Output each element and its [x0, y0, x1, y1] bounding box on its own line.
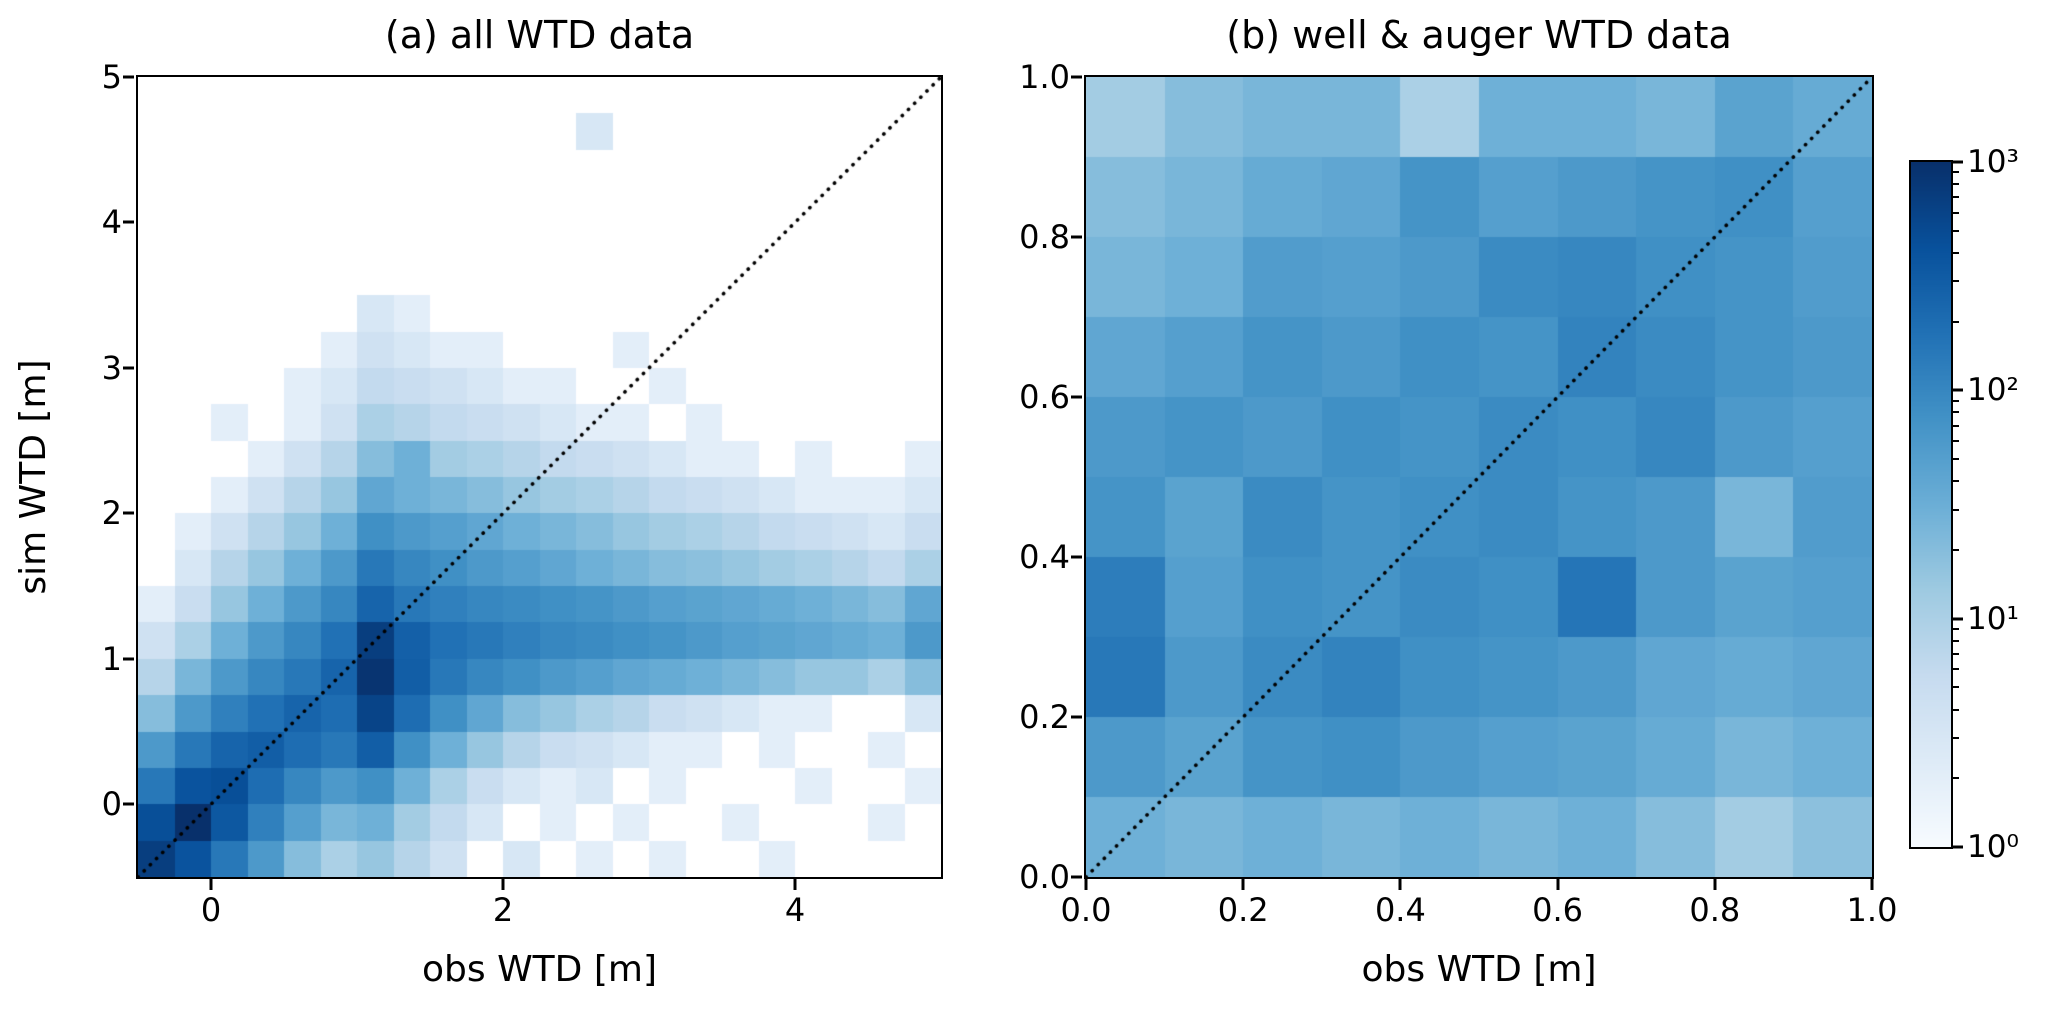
y-tick-mark — [123, 220, 134, 224]
y-tick-mark — [123, 657, 134, 661]
y-tick-label: 5 — [101, 58, 122, 96]
colorbar-minor-tick — [1953, 480, 1959, 483]
colorbar-major-tick — [1953, 617, 1963, 621]
x-tick-mark — [1398, 879, 1402, 890]
y-tick-label: 0.6 — [1019, 378, 1070, 416]
y-tick-label: 4 — [101, 203, 122, 242]
y-tick-label: 1 — [101, 639, 122, 678]
colorbar-minor-tick — [1953, 628, 1959, 631]
colorbar-tick-label: 10⁰ — [1967, 829, 2019, 865]
x-tick-mark — [793, 879, 797, 890]
colorbar-minor-tick — [1953, 708, 1959, 711]
colorbar-minor-tick — [1953, 424, 1959, 427]
y-tick-mark — [123, 75, 134, 79]
colorbar-minor-tick — [1953, 183, 1959, 186]
y-tick-mark — [123, 366, 134, 370]
colorbar-minor-tick — [1953, 229, 1959, 232]
y-tick-label: 0.2 — [1019, 698, 1070, 736]
y-tick-mark — [1071, 395, 1082, 399]
y-tick-label: 0.8 — [1019, 218, 1070, 256]
colorbar-tick-label: 10² — [1967, 372, 2019, 409]
x-tick-label: 2 — [492, 891, 514, 929]
x-tick-label: 0.8 — [1689, 891, 1741, 929]
colorbar-minor-tick — [1953, 411, 1959, 414]
y-tick-mark — [1071, 875, 1082, 879]
panel-a-xlabel: obs WTD [m] — [422, 949, 657, 990]
y-tick-mark — [1071, 235, 1082, 239]
x-tick-mark — [1870, 879, 1874, 890]
x-tick-label: 0.4 — [1374, 891, 1426, 929]
colorbar-minor-tick — [1953, 399, 1959, 402]
panel-b-xlabel: obs WTD [m] — [1361, 949, 1597, 990]
panel-a-plot: (a) all WTD data obs WTD [m] sim WTD [m]… — [13, 13, 943, 990]
colorbar-major-tick — [1953, 160, 1963, 164]
y-tick-label: 0.4 — [1019, 538, 1070, 576]
x-tick-label: 0.0 — [1060, 891, 1112, 929]
y-tick-label: 0 — [101, 785, 122, 824]
colorbar-tick-label: 10¹ — [1967, 600, 2019, 637]
colorbar-minor-tick — [1953, 653, 1959, 656]
y-tick-label: 1.0 — [1019, 58, 1070, 96]
x-tick-mark — [1241, 879, 1245, 890]
panel-b-plot: (b) well & auger WTD data obs WTD [m] 0.… — [1019, 13, 1897, 990]
y-tick-mark — [1071, 75, 1082, 79]
x-tick-mark — [209, 879, 213, 890]
panel-b-heatmap-canvas — [1086, 77, 1872, 877]
x-tick-label: 0 — [200, 891, 222, 929]
x-tick-mark — [1713, 879, 1717, 890]
colorbar-minor-tick — [1953, 439, 1959, 442]
x-tick-label: 1.0 — [1846, 891, 1898, 929]
colorbar-minor-tick — [1953, 639, 1959, 642]
panel-a-heatmap-canvas — [138, 77, 941, 877]
colorbar-minor-tick — [1953, 171, 1959, 174]
x-tick-mark — [1084, 879, 1088, 890]
colorbar-minor-tick — [1953, 196, 1959, 199]
colorbar-minor-tick — [1953, 280, 1959, 283]
panel-a-ylabel: sim WTD [m] — [13, 359, 54, 595]
panel-a-title: (a) all WTD data — [384, 13, 695, 57]
colorbar-minor-tick — [1953, 211, 1959, 214]
x-tick-label: 0.6 — [1532, 891, 1584, 929]
x-tick-mark — [501, 879, 505, 890]
y-tick-label: 2 — [101, 494, 122, 533]
colorbar-tick-label: 10³ — [1967, 144, 2019, 180]
y-tick-label: 3 — [101, 348, 122, 387]
colorbar-minor-tick — [1953, 251, 1959, 254]
colorbar-major-tick — [1953, 388, 1963, 392]
colorbar-minor-tick — [1953, 508, 1959, 511]
colorbar-minor-tick — [1953, 737, 1959, 740]
y-tick-mark — [123, 511, 134, 515]
y-tick-mark — [123, 802, 134, 806]
colorbar-minor-tick — [1953, 320, 1959, 323]
y-tick-label: 0.0 — [1019, 858, 1070, 896]
x-tick-mark — [1556, 879, 1560, 890]
y-tick-mark — [1071, 715, 1082, 719]
x-tick-label: 4 — [784, 891, 806, 929]
colorbar-minor-tick — [1953, 548, 1959, 551]
colorbar-gradient-canvas — [1911, 162, 1951, 847]
colorbar: 10⁰ 10¹ 10² 10³ — [1909, 144, 2019, 865]
colorbar-minor-tick — [1953, 458, 1959, 461]
colorbar-major-tick — [1953, 845, 1963, 849]
colorbar-minor-tick — [1953, 668, 1959, 671]
x-tick-label: 0.2 — [1217, 891, 1269, 929]
panel-b-title: (b) well & auger WTD data — [1226, 13, 1732, 57]
y-tick-mark — [1071, 555, 1082, 559]
colorbar-minor-tick — [1953, 686, 1959, 689]
colorbar-minor-tick — [1953, 777, 1959, 780]
